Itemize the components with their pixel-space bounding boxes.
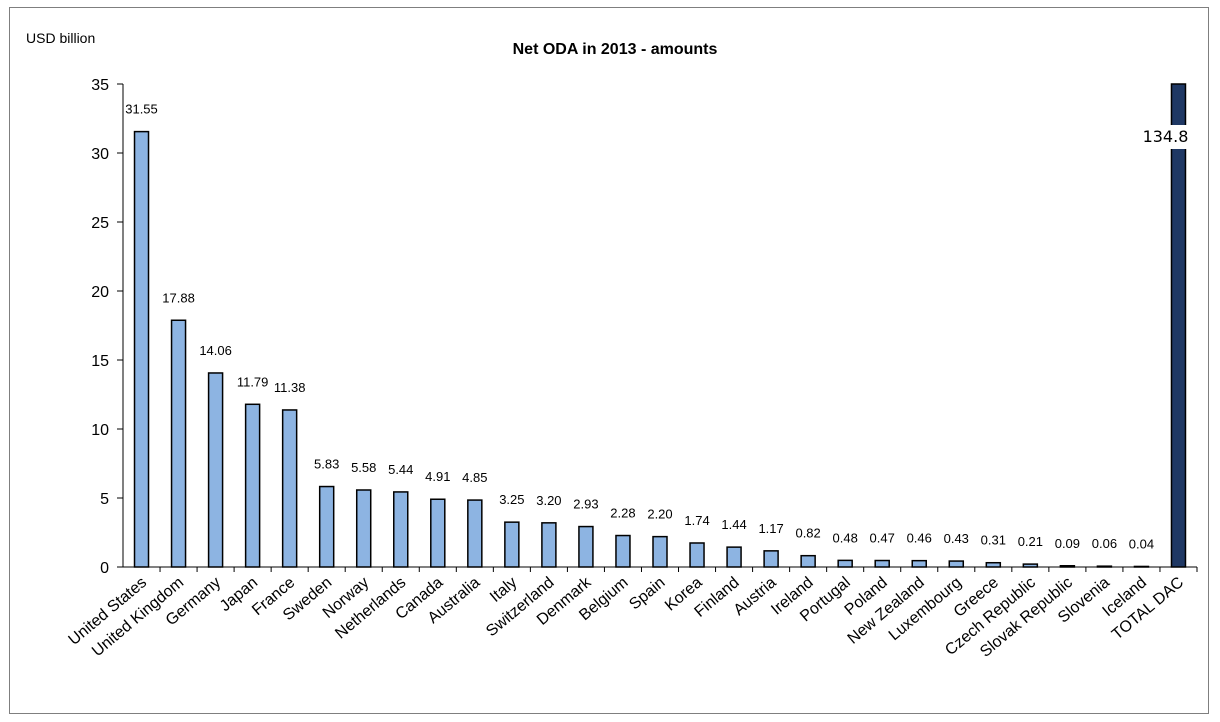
data-label: 0.47 (870, 531, 895, 546)
y-axis: 0 5 10 15 20 25 30 35 (91, 77, 123, 577)
y-tick-label: 15 (91, 353, 109, 370)
data-label: 0.31 (981, 533, 1006, 548)
data-label: 5.83 (314, 457, 339, 472)
bar (504, 521, 520, 568)
chart-title: Net ODA in 2013 - amounts (513, 41, 718, 58)
bar (467, 499, 483, 568)
y-tick-label: 30 (91, 146, 109, 163)
chart-frame (9, 7, 1209, 714)
bar (281, 409, 298, 568)
bar (393, 491, 409, 568)
data-label: 4.91 (425, 469, 450, 484)
bar (318, 485, 335, 568)
bar-total (1170, 83, 1187, 568)
bar (726, 546, 742, 568)
bar (615, 534, 631, 568)
data-label: 0.21 (1018, 534, 1043, 549)
data-label: 4.85 (462, 470, 487, 485)
bar (800, 554, 816, 568)
data-label: 0.04 (1129, 536, 1154, 551)
bar (355, 489, 372, 568)
data-label: 5.44 (388, 462, 413, 477)
bar (948, 560, 965, 568)
data-label: 1.17 (758, 521, 783, 536)
bar (430, 498, 446, 568)
data-labels-group: 31.55 17.88 14.06 11.79 11.38 5.83 5.58 5.44 4.9… (125, 102, 1197, 551)
bar (837, 559, 853, 568)
y-tick-label: 25 (91, 215, 109, 232)
data-label: 1.44 (721, 517, 746, 532)
total-label-background (1134, 125, 1197, 149)
y-tick-label: 0 (100, 560, 109, 577)
bar (207, 372, 224, 568)
y-tick-label: 20 (91, 284, 109, 301)
data-label: 11.79 (237, 374, 269, 389)
data-label: 0.48 (833, 530, 858, 545)
data-label: 14.06 (199, 343, 232, 358)
data-label: 31.55 (125, 102, 158, 117)
data-label: 0.82 (795, 526, 820, 541)
y-axis-unit-label: USD billion (26, 30, 95, 46)
data-label: 11.38 (274, 380, 306, 395)
bars-group (133, 83, 1187, 568)
bar (578, 525, 594, 568)
bar (874, 559, 890, 568)
x-tick-label: Austria (731, 574, 780, 619)
bar (911, 559, 927, 568)
bar (541, 522, 557, 568)
data-label: 2.93 (573, 497, 598, 512)
data-label: 0.06 (1092, 536, 1117, 551)
bar (689, 542, 705, 568)
bar (133, 130, 150, 568)
data-label: 2.20 (647, 507, 672, 522)
data-label: 0.09 (1055, 536, 1080, 551)
data-label: 2.28 (610, 506, 635, 521)
y-tick-label: 10 (91, 422, 109, 439)
data-label: 3.20 (536, 493, 561, 508)
y-tick-label: 5 (100, 491, 109, 508)
bar (763, 550, 779, 568)
bar (652, 535, 668, 568)
data-label: 0.43 (944, 531, 969, 546)
data-label: 3.25 (499, 492, 524, 507)
y-tick-label: 35 (91, 77, 109, 94)
data-label: 17.88 (162, 290, 195, 305)
data-label: 5.58 (351, 460, 376, 475)
bar (244, 403, 261, 568)
data-label: 0.46 (907, 531, 932, 546)
data-label-total: 134.8 (1143, 127, 1189, 146)
x-tick-label: Spain (626, 574, 668, 613)
bar (985, 561, 1002, 568)
data-label: 1.74 (684, 513, 709, 528)
bar (170, 319, 187, 568)
